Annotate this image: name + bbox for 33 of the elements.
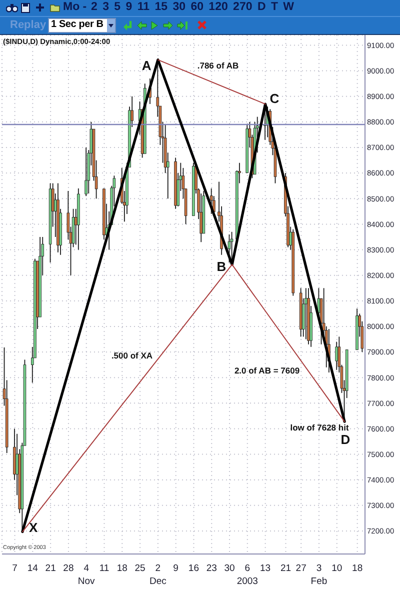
annotation: A	[142, 58, 152, 74]
x-tick-label: 9	[173, 563, 178, 574]
annotation: .500 of XA	[111, 350, 153, 361]
text: Replay	[10, 19, 46, 32]
annotation: D	[340, 432, 350, 448]
x-tick-label: 4 Nov	[78, 563, 96, 587]
x-tick-label: 28	[63, 563, 74, 574]
select-field: 1 Sec per B	[48, 18, 116, 33]
x-tick-label: 11	[99, 563, 110, 574]
x-tick-label: 23	[206, 563, 217, 574]
annotation: B	[216, 258, 226, 274]
x-tick-label: 13	[260, 563, 271, 574]
text: 2 3 5 9 11 15 30 60 120 270 D T W	[91, 1, 294, 14]
annotation: .786 of AB	[197, 60, 239, 71]
annotation: 2.0 of AB = 7609	[234, 365, 300, 376]
x-tick-label: 18	[116, 563, 128, 574]
x-tick-label: 3 Feb	[310, 563, 328, 587]
annotation: X	[29, 520, 38, 536]
annotation: low of 7628 hit	[290, 422, 349, 433]
x-tick-label: 27	[296, 563, 306, 574]
x-tick-label: 10	[332, 563, 342, 574]
text: Mo -	[63, 1, 87, 14]
annotation: C	[270, 90, 280, 106]
x-tick-label: 18	[352, 563, 363, 574]
x-tick-label: 21	[280, 563, 292, 574]
x-tick-label: 16	[188, 563, 200, 574]
x-tick-label: 14	[27, 563, 38, 574]
x-tick-label: 30	[224, 563, 235, 574]
x-tick-label: 7	[12, 563, 18, 574]
x-tick-label: 2 Dec	[149, 563, 167, 587]
x-tick-label: 6 2003	[236, 563, 258, 587]
x-tick-label: 25	[134, 563, 146, 574]
x-tick-label: 21	[45, 563, 56, 574]
